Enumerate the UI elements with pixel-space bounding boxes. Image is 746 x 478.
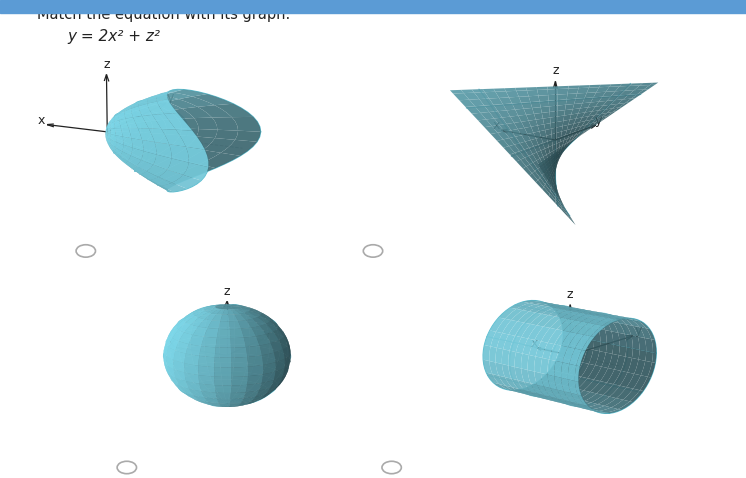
Text: y = 2x² + z²: y = 2x² + z²: [67, 29, 160, 43]
Text: Match the equation with its graph.: Match the equation with its graph.: [37, 7, 290, 22]
